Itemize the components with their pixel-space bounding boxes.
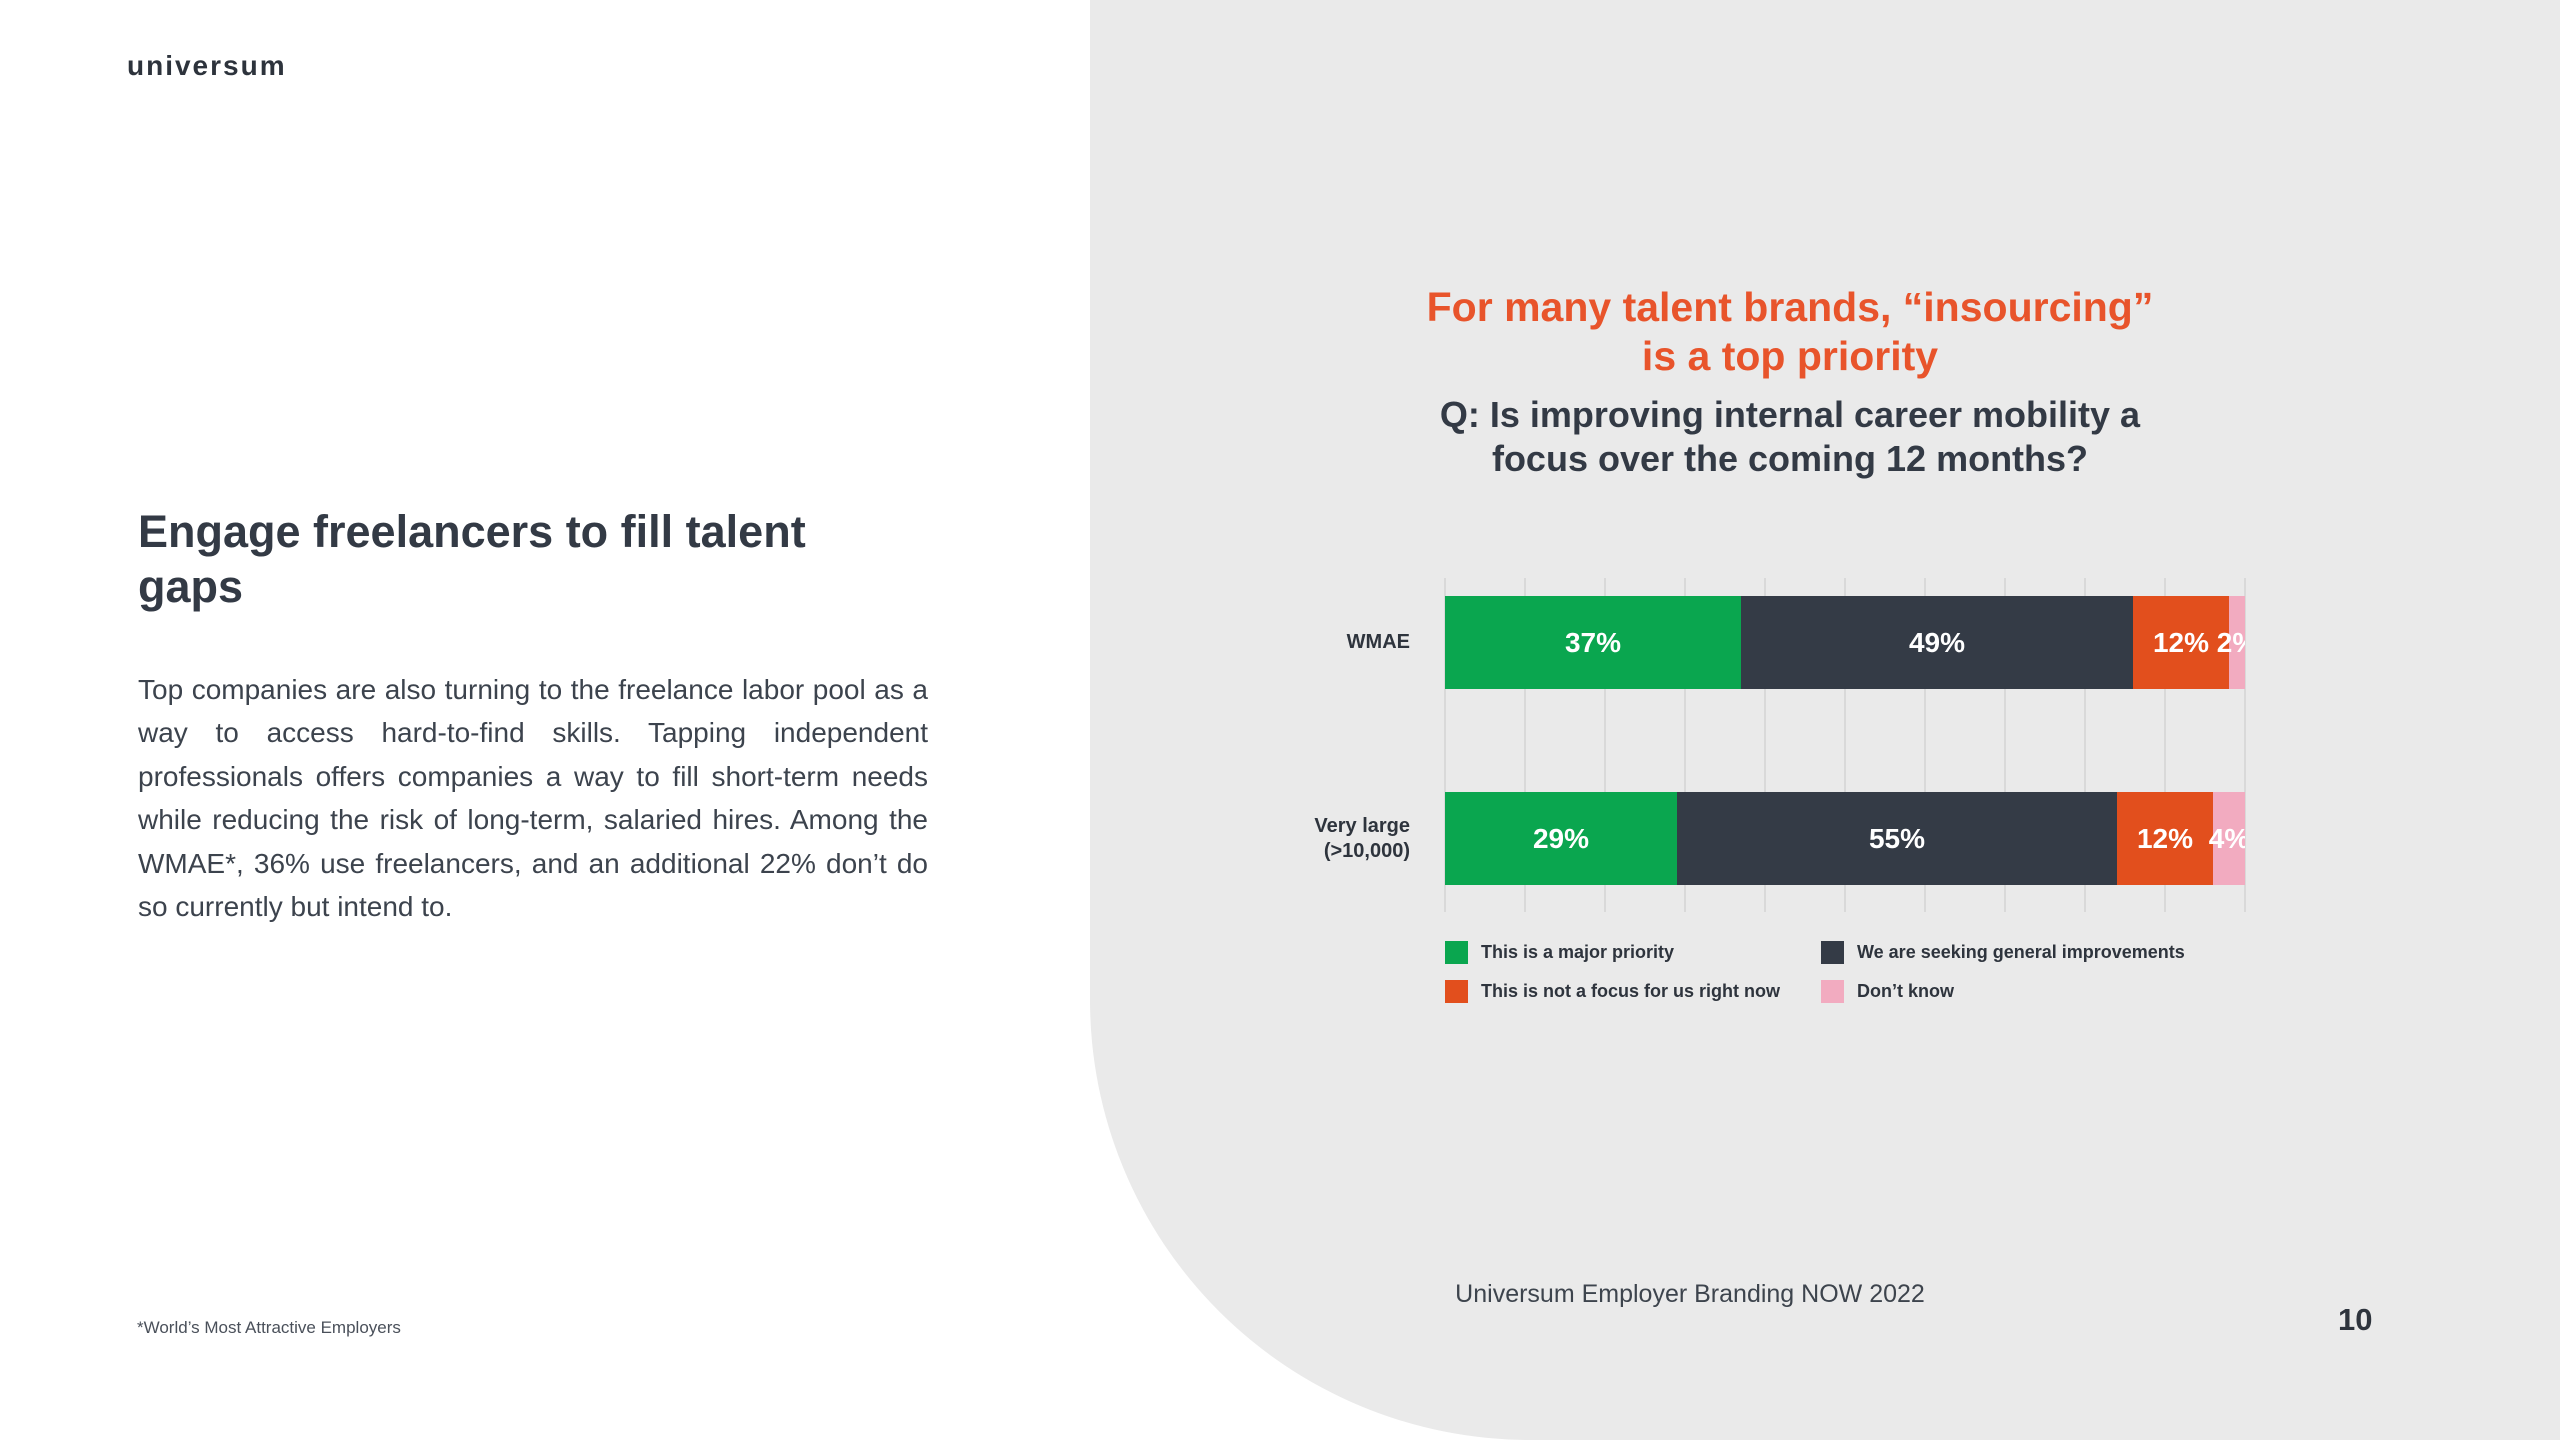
chart-title-line-1: For many talent brands, “insourcing” (1426, 284, 2154, 330)
legend-label: This is not a focus for us right now (1481, 981, 1781, 1001)
chart-row: Very large (>10,000) 29% 55% 12% 4% (1150, 792, 2245, 885)
right-background-panel (1090, 0, 2560, 1440)
gridline (2244, 578, 2246, 912)
segment-value: 49% (1908, 626, 1966, 658)
legend-label: This is a major priority (1481, 942, 1675, 962)
legend-swatch (1821, 941, 1844, 964)
left-heading: Engage freelancers to fill talent gaps (138, 506, 806, 612)
chart-title: For many talent brands, “insourcing” is … (1300, 283, 2280, 381)
gridline (2084, 578, 2086, 912)
chart-title-line-2: is a top priority (1641, 333, 1939, 380)
gridline (1924, 578, 1926, 912)
segment-value: 37% (1564, 626, 1622, 658)
bar-segment: 37% (1445, 596, 1741, 689)
chart-question: Q: Is improving internal career mobility… (1300, 393, 2280, 479)
gridline (1684, 578, 1686, 912)
gridline (1764, 578, 1766, 912)
legend-label: We are seeking general improvements (1857, 942, 2185, 962)
bar-segment: 12% (2133, 596, 2229, 689)
gridline (1604, 578, 1606, 912)
segment-value: 2% (2216, 626, 2245, 658)
bar-segment: 4% (2209, 792, 2245, 885)
bar-segment: 29% (1445, 792, 1677, 885)
chart-question-line-2: focus over the coming 12 months? (1491, 437, 2089, 479)
legend-swatch (1821, 980, 1844, 1003)
chart-row: WMAE 37% 49% 12%2% (1150, 596, 2245, 689)
chart-question-line-1: Q: Is improving internal career mobility… (1439, 394, 2141, 436)
chart-title-block: For many talent brands, “insourcing” is … (1300, 283, 2280, 480)
bar-segment: 55% (1677, 792, 2117, 885)
stacked-bar: 37% 49% 12%2% (1445, 596, 2245, 689)
gridline (1524, 578, 1526, 912)
bar-segment: 2% (2217, 596, 2245, 689)
footnote: *World’s Most Attractive Employers (137, 1318, 401, 1337)
gridline (1444, 578, 1446, 912)
gridline (2004, 578, 2006, 912)
footer-source: Universum Employer Branding NOW 2022 (1455, 1280, 1925, 1308)
gridline (1844, 578, 1846, 912)
legend-item: This is not a focus for us right now (1445, 980, 1821, 1003)
chart-legend: This is a major priority We are seeking g… (1445, 941, 2185, 1003)
segment-value: 12% (2136, 822, 2194, 854)
segment-value: 12% (2152, 626, 2210, 658)
segment-value: 4% (2208, 822, 2245, 854)
legend-item: This is a major priority (1445, 941, 1821, 964)
chart-gridlines (1444, 578, 2246, 912)
row-label: WMAE (1346, 631, 1410, 653)
stacked-bar: 29% 55% 12% 4% (1445, 792, 2245, 885)
segment-value: 55% (1868, 822, 1926, 854)
segment-value: 29% (1532, 822, 1590, 854)
gridline (2164, 578, 2166, 912)
row-label: Very large (>10,000) (1314, 814, 1410, 862)
legend-swatch (1445, 980, 1468, 1003)
bar-segment: 49% (1741, 596, 2133, 689)
legend-swatch (1445, 941, 1468, 964)
bar-segment: 12% (2117, 792, 2213, 885)
legend-label: Don’t know (1857, 981, 1954, 1001)
left-body-paragraph: Top companies are also turning to the fr… (138, 674, 928, 922)
universum-logo: universum (127, 50, 287, 81)
legend-item: Don’t know (1821, 980, 2185, 1003)
legend-item: We are seeking general improvements (1821, 941, 2185, 964)
page-number: 10 (2338, 1302, 2373, 1337)
